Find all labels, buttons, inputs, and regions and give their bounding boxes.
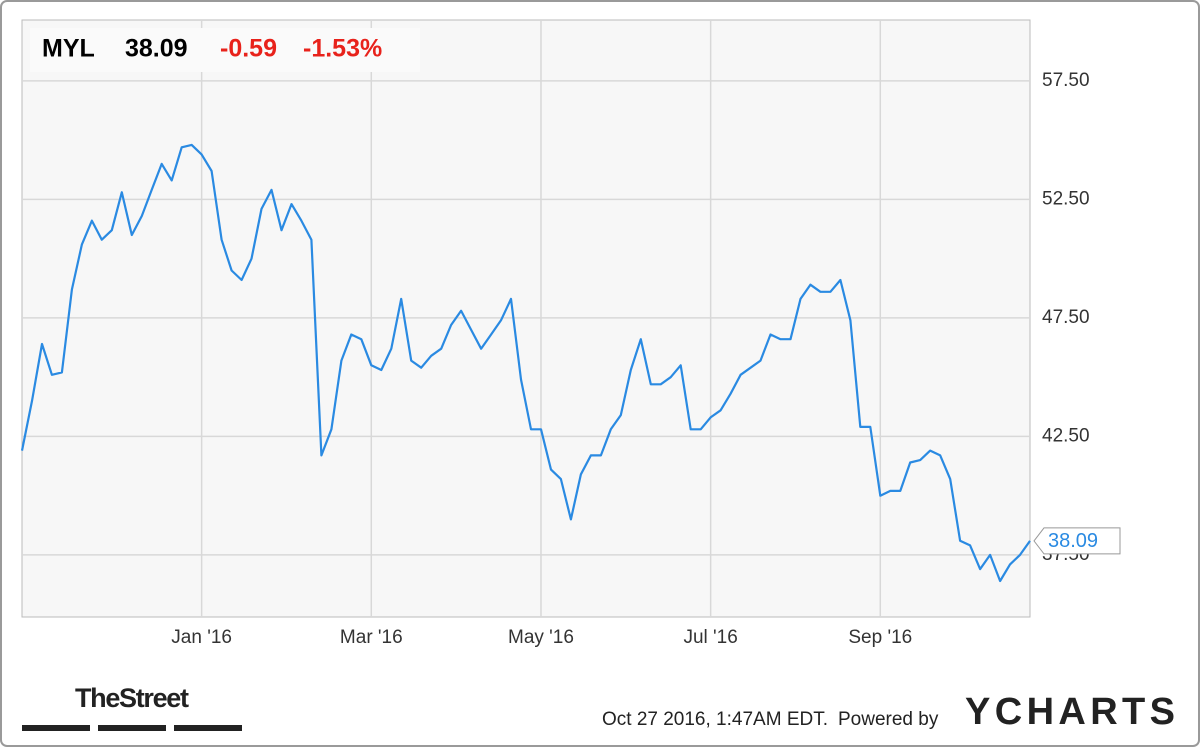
x-tick-label: May '16 bbox=[508, 627, 574, 648]
source-logo: TheStreet bbox=[75, 683, 189, 713]
logo-bar bbox=[174, 725, 242, 731]
price-line bbox=[20, 143, 1031, 583]
x-tick-label: Jul '16 bbox=[683, 627, 737, 648]
x-tick-label: Mar '16 bbox=[340, 627, 403, 648]
y-tick-label: 57.50 bbox=[1042, 70, 1090, 91]
logo-bar bbox=[22, 725, 90, 731]
grid bbox=[22, 20, 1030, 617]
price: 38.09 bbox=[125, 35, 188, 63]
change: -0.59 bbox=[220, 35, 277, 63]
y-tick-label: 42.50 bbox=[1042, 425, 1090, 446]
ticker: MYL bbox=[42, 35, 95, 63]
powered-by: Powered by bbox=[838, 709, 939, 730]
last-value-label: 38.09 bbox=[1048, 530, 1098, 552]
brand: YCHARTS bbox=[965, 691, 1175, 733]
y-tick-label: 47.50 bbox=[1042, 307, 1090, 328]
timestamp: Oct 27 2016, 1:47AM EDT. bbox=[602, 709, 828, 730]
quote-box bbox=[30, 28, 420, 72]
marks bbox=[20, 143, 1031, 583]
last-value-callout bbox=[1033, 527, 1121, 555]
logo-bar bbox=[98, 725, 166, 731]
change-percent: -1.53% bbox=[303, 35, 382, 63]
x-tick-label: Sep '16 bbox=[848, 627, 912, 648]
x-tick-label: Jan '16 bbox=[171, 627, 232, 648]
y-tick-label: 52.50 bbox=[1042, 188, 1090, 209]
